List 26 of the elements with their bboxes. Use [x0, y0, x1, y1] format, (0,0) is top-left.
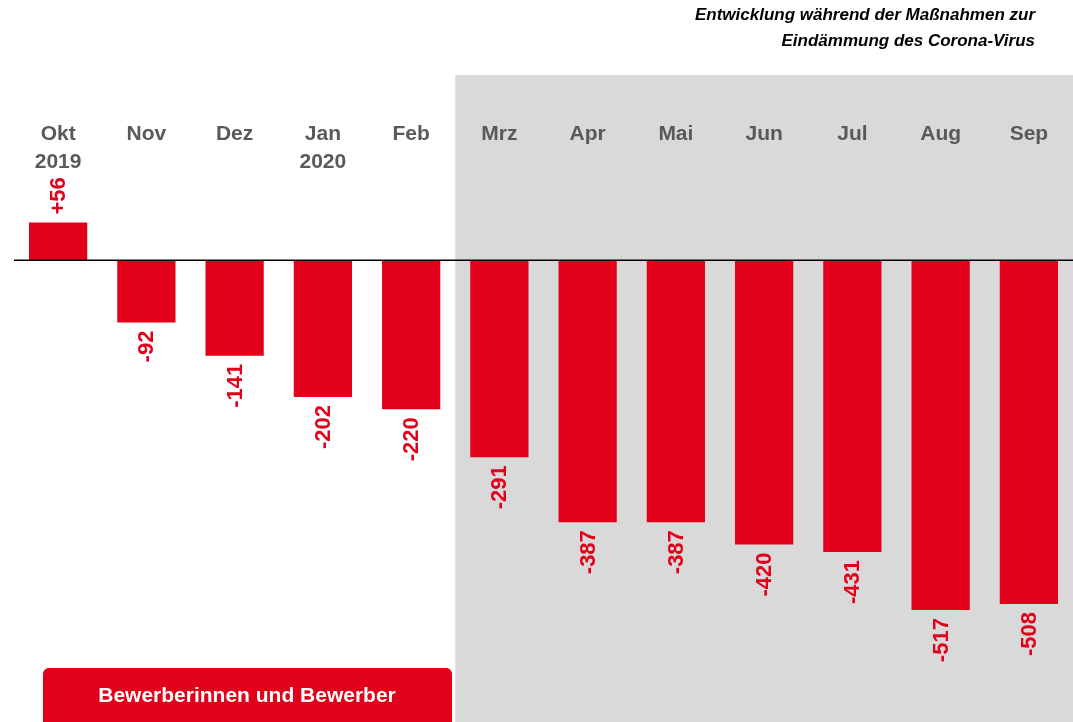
x-tick-label: Dez	[215, 120, 254, 144]
data-label: -220	[398, 417, 424, 462]
x-tick-label: Jun	[745, 120, 783, 144]
data-label: -508	[1015, 612, 1041, 657]
data-label: -202	[309, 405, 335, 450]
band-label: Entwicklung während der Maßnahmen zur Eindämmung des Corona-Virus	[694, 5, 1037, 50]
data-label: -420	[751, 552, 777, 597]
x-tick-label: Jan 2020	[299, 120, 347, 172]
x-tick-label: Apr	[569, 120, 606, 144]
x-tick-label: Okt 2019	[34, 120, 82, 172]
data-label: -141	[221, 363, 247, 408]
x-tick-label: Mrz	[481, 120, 518, 144]
x-tick-label: Sep	[1009, 120, 1049, 144]
data-label: -92	[133, 330, 159, 363]
data-label: -387	[662, 530, 688, 575]
x-tick-label: Jul	[837, 120, 868, 144]
data-label: -291	[486, 465, 512, 510]
data-label: -431	[839, 559, 865, 604]
x-tick-label: Nov	[126, 120, 167, 144]
data-label: -517	[927, 618, 953, 663]
x-tick-label: Mai	[658, 120, 694, 144]
x-tick-label: Feb	[392, 120, 430, 144]
data-label: +56	[45, 177, 71, 215]
text: Bewerberinnen und Bewerber	[98, 683, 396, 706]
x-tick-label: Aug	[920, 120, 962, 144]
data-label: -387	[574, 530, 600, 575]
